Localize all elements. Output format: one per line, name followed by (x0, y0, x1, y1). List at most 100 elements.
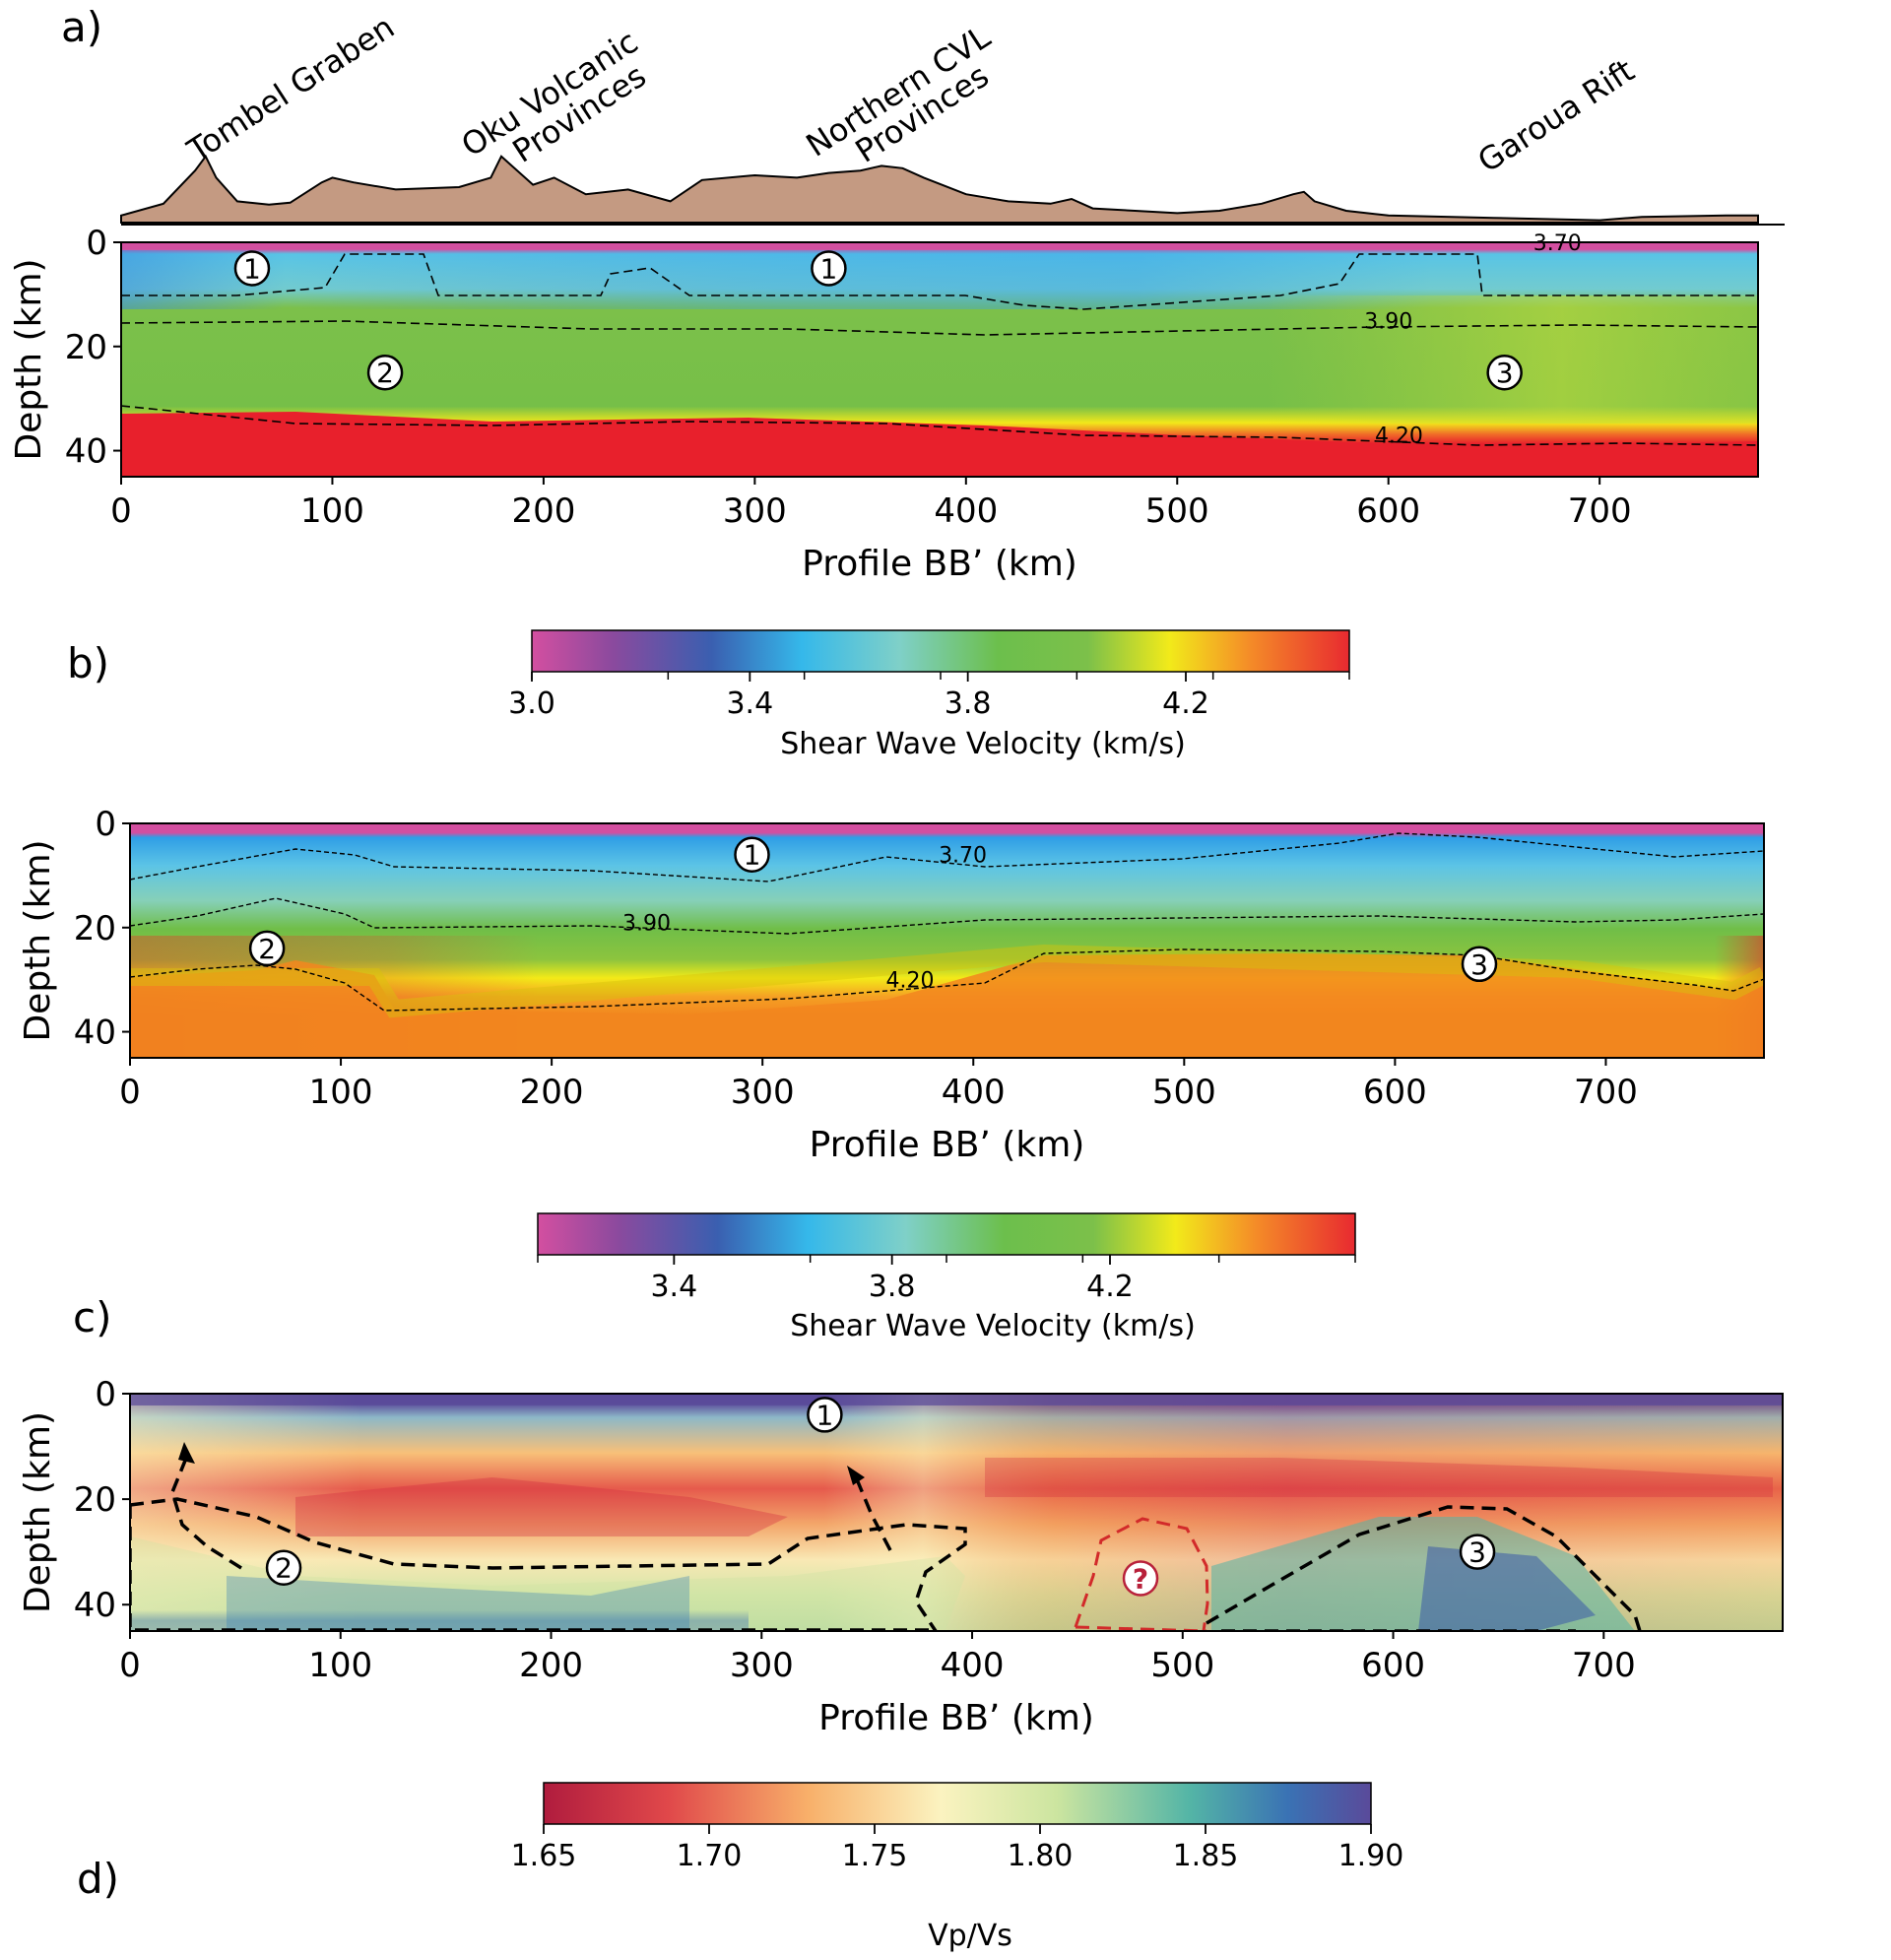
panel-label-a: a) (61, 3, 102, 51)
panel-b-xtick-label: 400 (942, 1073, 1006, 1112)
colorbar-vpvs-tick-label: 1.80 (1008, 1839, 1074, 1873)
panel-b-region-marker (734, 836, 770, 873)
panel-b-axes: 0 100 200 300 400 500 600 700 0 20 40 Profile BB’ (… (18, 805, 1638, 1165)
topography-labels: Tombel Graben Oku Volcanic Provinces Nor… (180, 8, 1641, 180)
panel-b-region-marker (1461, 946, 1498, 983)
panel-b-region-label: 3 (1470, 948, 1488, 981)
panel-c-xtick-label: 400 (941, 1646, 1005, 1685)
colorbar-swv-2-title: Shear Wave Velocity (km/s) (790, 1309, 1196, 1343)
panel-label-c: c) (73, 1293, 111, 1341)
panel-c-heatmap (130, 1394, 1783, 1631)
panel-c-ytick-label: 0 (95, 1375, 116, 1414)
colorbar-vpvs-tick-label: 1.75 (842, 1839, 908, 1873)
panel-b-overlays: 3.70 3.90 4.20 1 2 3 (248, 836, 1498, 994)
panel-c-xtick-label: 0 (119, 1646, 141, 1685)
panel-b-xtick-label: 300 (731, 1073, 795, 1112)
panel-b-region-marker (248, 930, 286, 967)
panel-a-xtick-label: 300 (723, 491, 787, 531)
panel-b-xtick-label: 0 (119, 1073, 141, 1112)
colorbar-swv-1 (531, 629, 1350, 673)
panel-a-xtick-label: 200 (511, 491, 575, 531)
panel-b-xtick-label: 100 (309, 1073, 373, 1112)
topo-label-garoua-rift: Garoua Rift (1471, 51, 1641, 179)
colorbar-swv-2-tick-label: 3.4 (650, 1270, 697, 1304)
panel-a-region-marker (366, 354, 404, 391)
panel-c-region-label: ? (1133, 1562, 1148, 1595)
panel-a-xlabel: Profile BB’ (km) (802, 544, 1077, 584)
panel-a-ylabel: Depth (km) (9, 258, 49, 460)
panel-b-xtick-label: 500 (1152, 1073, 1216, 1112)
panel-a-xtick-label: 400 (934, 491, 998, 531)
panel-c-region-marker (1459, 1534, 1496, 1570)
panel-c-axes: 0 100 200 300 400 500 600 700 0 20 40 Profile BB’ (… (18, 1375, 1636, 1738)
panel-c-region-marker (1122, 1560, 1159, 1597)
colorbar-swv-1-tick-label: 3.0 (508, 686, 555, 721)
colorbar-swv-1-tick-label: 3.4 (726, 686, 773, 721)
colorbar-swv-1-ticks: 3.0 3.4 3.8 4.2 (508, 672, 1350, 721)
panel-a-ytick-label: 40 (65, 432, 107, 472)
panel-a-xtick-label: 100 (300, 491, 364, 531)
panel-label-d: d) (77, 1855, 119, 1903)
colorbar-swv-1-title: Shear Wave Velocity (km/s) (780, 727, 1186, 761)
colorbar-vpvs-title: Vp/Vs (928, 1919, 1012, 1953)
panel-b-xtick-label: 700 (1574, 1073, 1638, 1112)
panel-c-frame (129, 1393, 1784, 1632)
panel-a-overlays: 3.70 3.90 4.20 1 1 2 3 (233, 231, 1582, 449)
panel-label-b: b) (67, 639, 109, 687)
panel-a-ytick-label: 0 (86, 224, 107, 263)
panel-a-xtick-label: 700 (1568, 491, 1632, 531)
panel-c-xtick-label: 200 (519, 1646, 583, 1685)
colorbar-vpvs-tick-label: 1.90 (1338, 1839, 1404, 1873)
panel-a-region-marker (233, 250, 271, 287)
panel-c-xtick-label: 600 (1361, 1646, 1425, 1685)
colorbar-swv-2-ticks: 3.4 3.8 4.2 (537, 1255, 1356, 1304)
panel-c-region-marker (265, 1549, 302, 1586)
panel-b-contour-label: 3.70 (939, 844, 987, 869)
panel-a-region-marker (1486, 354, 1523, 391)
panel-c-ylabel: Depth (km) (18, 1411, 58, 1613)
panel-a-region-label: 2 (376, 357, 394, 389)
panel-a-region-marker (811, 250, 847, 287)
panel-b-contour-label: 3.90 (622, 911, 671, 936)
panel-a-frame (120, 241, 1759, 478)
panel-b-ytick-label: 40 (74, 1013, 116, 1053)
topography-area (120, 154, 1759, 224)
panel-b-region-label: 2 (258, 933, 276, 965)
colorbar-swv-2 (537, 1212, 1356, 1256)
panel-c-overlays: 1 2 3? (265, 1397, 1496, 1597)
panel-a-axes: 0 100 200 300 400 500 600 700 0 20 40 Profile BB’ (… (9, 224, 1632, 584)
panel-b-ytick-label: 20 (74, 909, 116, 948)
panel-a-xtick-label: 500 (1145, 491, 1209, 531)
panel-a-xtick-label: 0 (110, 491, 132, 531)
panel-a-region-label: 3 (1496, 357, 1514, 389)
topo-label-tombel-graben: Tombel Graben (180, 8, 401, 169)
colorbar-vpvs-tick-label: 1.85 (1173, 1839, 1239, 1873)
panel-a-region-label: 1 (243, 252, 261, 285)
panel-c-ytick-label: 40 (74, 1586, 116, 1625)
colorbar-swv-1-tick-label: 3.8 (945, 686, 992, 721)
colorbar-swv-2-tick-label: 4.2 (1086, 1270, 1134, 1304)
colorbar-vpvs (543, 1782, 1372, 1825)
panel-c-region-marker (807, 1397, 843, 1433)
panel-b-xlabel: Profile BB’ (km) (810, 1125, 1085, 1165)
colorbar-vpvs-tick-label: 1.65 (511, 1839, 577, 1873)
panel-b-xtick-label: 200 (520, 1073, 584, 1112)
colorbar-swv-2-tick-label: 3.8 (869, 1270, 916, 1304)
panel-c-region-label: 2 (275, 1552, 293, 1585)
panel-b-contour-label: 4.20 (886, 969, 935, 994)
panel-c-xtick-label: 100 (308, 1646, 372, 1685)
panel-a-contour-label: 3.90 (1364, 309, 1412, 334)
colorbar-vpvs-tick-label: 1.70 (677, 1839, 743, 1873)
panel-c-region-label: 3 (1468, 1536, 1486, 1569)
panel-b-region-label: 1 (744, 839, 761, 872)
panel-b-ylabel: Depth (km) (18, 839, 58, 1041)
panel-b-frame (129, 822, 1765, 1059)
panel-a-contour-label: 4.20 (1375, 425, 1423, 449)
panel-b-heatmap (130, 823, 1764, 1058)
panel-c-xtick-label: 300 (730, 1646, 794, 1685)
panel-c-xlabel: Profile BB’ (km) (818, 1698, 1094, 1738)
panel-c-xtick-label: 500 (1150, 1646, 1214, 1685)
panel-a-xtick-label: 600 (1356, 491, 1420, 531)
panel-c-xtick-label: 700 (1572, 1646, 1636, 1685)
